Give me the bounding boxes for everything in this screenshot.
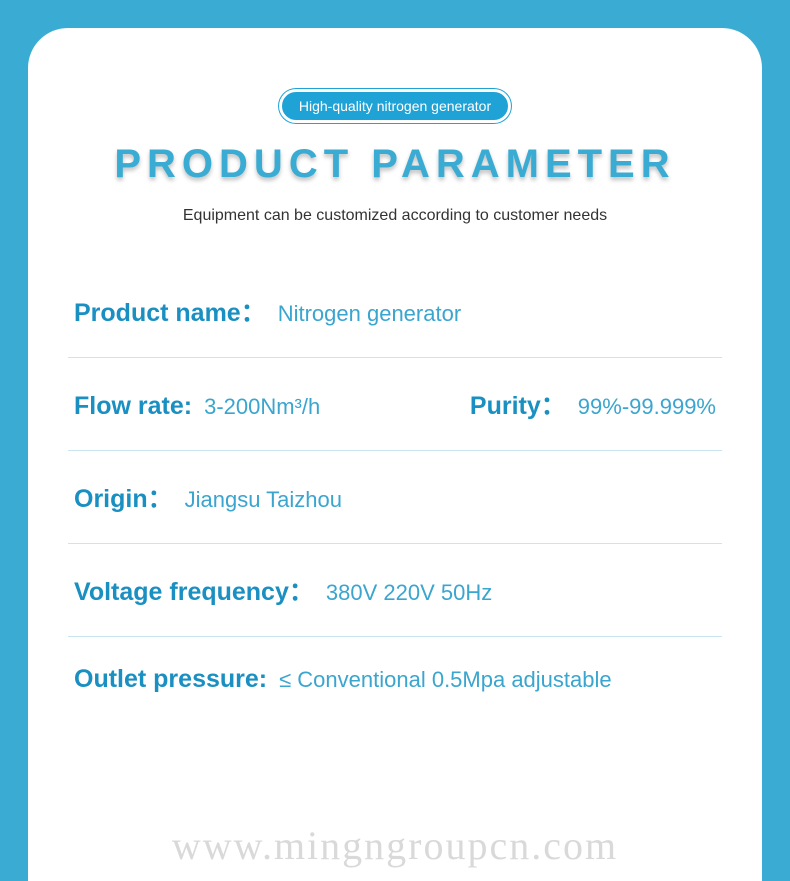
param-label: Origin： [74,479,173,515]
param-value: Jiangsu Taizhou [185,487,342,513]
param-value: ≤ Conventional 0.5Mpa adjustable [279,667,612,693]
param-pair: Purity： 99%-99.999% [470,386,716,422]
param-pair: Product name： Nitrogen generator [74,293,461,329]
param-pair: Outlet pressure: ≤ Conventional 0.5Mpa a… [74,665,612,694]
param-label: Voltage frequency： [74,572,314,608]
param-row-flow-purity: Flow rate: 3-200Nm³/h Purity： 99%-99.999… [68,358,722,451]
param-row-voltage: Voltage frequency： 380V 220V 50Hz [68,544,722,637]
param-label: Purity： [470,386,566,422]
param-row-origin: Origin： Jiangsu Taizhou [68,451,722,544]
card: High-quality nitrogen generator PRODUCT … [28,28,762,881]
param-label: Outlet pressure: [74,665,267,694]
page-title: PRODUCT PARAMETER [68,142,722,187]
param-value: 380V 220V 50Hz [326,580,492,606]
param-pair: Flow rate: 3-200Nm³/h [74,392,320,421]
param-pair: Origin： Jiangsu Taizhou [74,479,342,515]
param-row-outlet-pressure: Outlet pressure: ≤ Conventional 0.5Mpa a… [68,637,722,722]
subtitle: Equipment can be customized according to… [68,207,722,225]
param-value: 99%-99.999% [578,394,716,420]
param-label: Flow rate: [74,392,192,421]
param-value: 3-200Nm³/h [204,394,320,420]
param-value: Nitrogen generator [278,301,461,327]
param-label: Product name： [74,293,266,329]
param-row-product-name: Product name： Nitrogen generator [68,265,722,358]
badge: High-quality nitrogen generator [282,92,508,120]
param-pair: Voltage frequency： 380V 220V 50Hz [74,572,492,608]
badge-container: High-quality nitrogen generator [68,88,722,124]
